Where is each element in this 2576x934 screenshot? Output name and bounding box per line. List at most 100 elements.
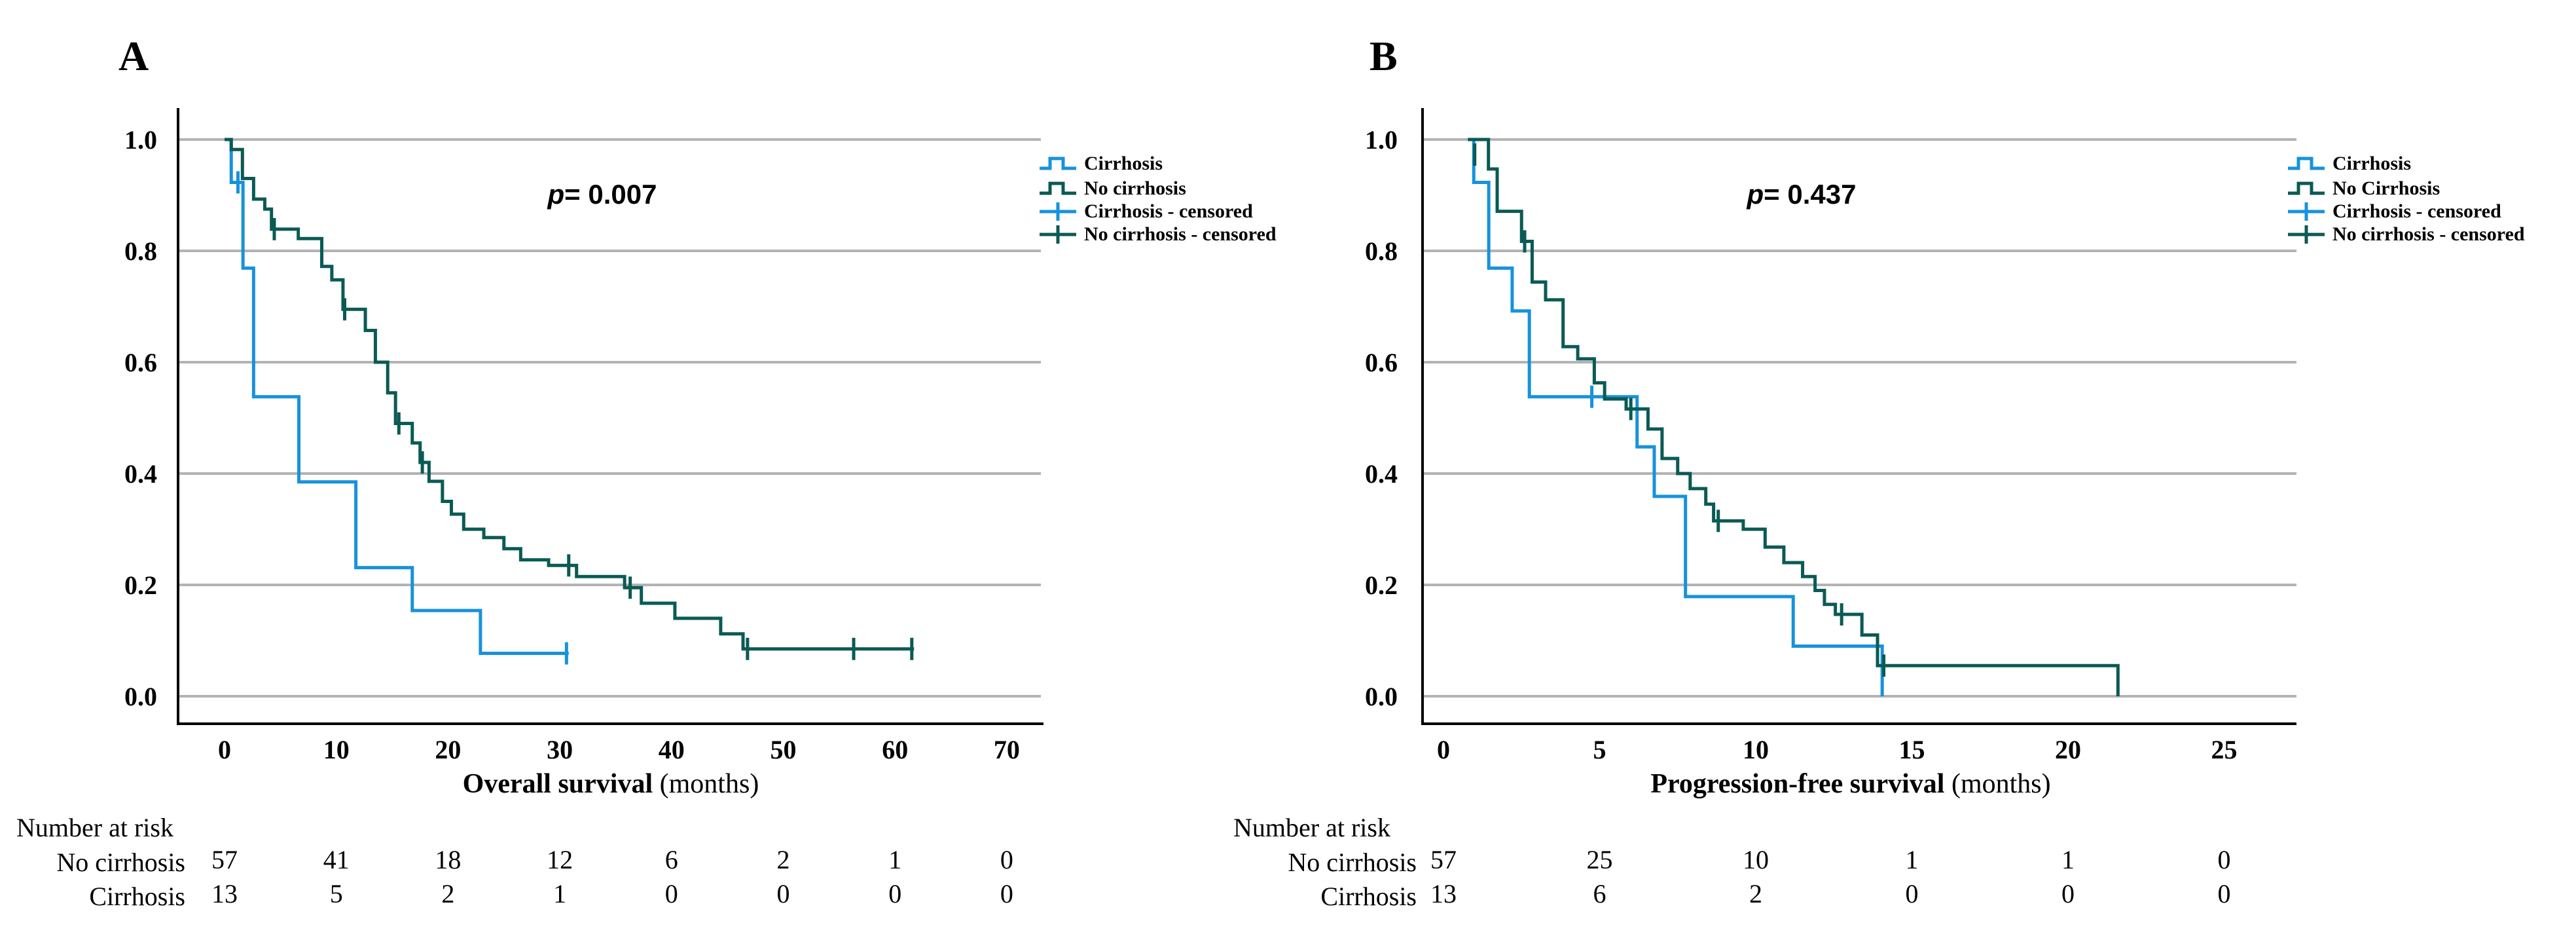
km-curve-cirrhosis-panel-b — [1469, 138, 1884, 696]
risk-count-panel-a: 5 — [330, 879, 343, 908]
y-tick-label-panel-a: 0.0 — [124, 682, 157, 711]
y-tick-label-panel-a: 0.2 — [124, 570, 157, 600]
risk-count-panel-b: 1 — [1906, 845, 1919, 874]
y-tick-label-panel-b: 0.4 — [1365, 459, 1398, 489]
y-tick-label-panel-a: 0.4 — [124, 459, 157, 489]
x-tick-label-panel-b: 20 — [2055, 735, 2081, 764]
x-tick-label-panel-a: 50 — [771, 735, 797, 764]
number-at-risk-header-panel-a: Number at risk — [16, 813, 173, 842]
legend-label: No cirrhosis - censored — [1084, 223, 1277, 245]
p-text: = 0.437 — [1764, 179, 1857, 210]
risk-count-panel-b: 0 — [2218, 845, 2231, 874]
risk-count-panel-a: 1 — [553, 879, 566, 908]
censored-plus-icon — [1040, 202, 1076, 221]
risk-count-panel-a: 0 — [1000, 845, 1013, 874]
x-tick-label-panel-a: 0 — [218, 735, 231, 764]
x-axis-title-unit: (months) — [1944, 769, 2051, 799]
panel-a-letter: A — [118, 33, 149, 79]
risk-count-panel-a: 12 — [547, 845, 573, 874]
censored-plus-icon — [1040, 225, 1076, 244]
x-tick-label-panel-a: 30 — [547, 735, 573, 764]
risk-count-panel-a: 41 — [323, 845, 350, 874]
p-symbol: p — [547, 179, 565, 210]
panel-b-letter: B — [1370, 33, 1398, 79]
y-tick-label-panel-b: 0.8 — [1365, 236, 1398, 266]
x-tick-label-panel-a: 20 — [435, 735, 461, 764]
p-text: = 0.007 — [564, 179, 657, 210]
number-at-risk-header-panel-b: Number at risk — [1233, 813, 1390, 842]
risk-count-panel-a: 0 — [888, 879, 901, 908]
legend-label: Cirrhosis - censored — [2332, 200, 2501, 222]
risk-row-label-cirrhosis: Cirrhosis — [89, 882, 185, 911]
y-tick-label-panel-a: 0.8 — [124, 236, 157, 266]
risk-count-panel-b: 10 — [1743, 845, 1769, 874]
p-value-panel-a: p= 0.007 — [517, 181, 687, 208]
x-tick-label-panel-b: 10 — [1743, 735, 1769, 764]
x-tick-label-panel-a: 40 — [659, 735, 685, 764]
y-tick-label-panel-a: 0.6 — [124, 348, 157, 377]
risk-count-panel-a: 2 — [441, 879, 454, 908]
legend-item-no-cirrhosis: No Cirrhosis — [2287, 178, 2440, 199]
risk-row-label-no-cirrhosis: No cirrhosis — [56, 848, 185, 877]
risk-count-panel-a: 2 — [777, 845, 790, 874]
legend-label: No cirrhosis - censored — [2332, 223, 2525, 245]
y-tick-label-panel-a: 1.0 — [124, 125, 157, 155]
legend-label: Cirrhosis - censored — [1084, 200, 1253, 222]
censored-plus-icon — [2288, 202, 2325, 221]
x-axis-title-bold: Overall survival — [462, 769, 653, 799]
legend-item-cirrhosis: Cirrhosis — [1038, 153, 1163, 174]
y-tick-label-panel-b: 0.2 — [1365, 570, 1398, 600]
risk-count-panel-b: 1 — [2061, 845, 2075, 874]
risk-count-panel-a: 0 — [777, 879, 790, 908]
legend-item-cirrhosis-censored: Cirrhosis - censored — [2287, 201, 2501, 222]
risk-count-panel-a: 57 — [211, 845, 238, 874]
risk-count-panel-b: 0 — [2061, 879, 2075, 908]
risk-count-panel-a: 13 — [211, 879, 238, 908]
censored-plus-icon — [2288, 225, 2325, 244]
legend-label: Cirrhosis — [1084, 153, 1163, 174]
legend-item-no-cirrhosis-censored: No cirrhosis - censored — [1038, 224, 1277, 245]
x-tick-label-panel-b: 25 — [2211, 735, 2238, 764]
risk-count-panel-b: 0 — [1906, 879, 1919, 908]
y-tick-label-panel-b: 0.0 — [1365, 682, 1398, 711]
km-curve-no_cirrhosis-panel-a — [225, 138, 915, 651]
step-line-icon — [1040, 181, 1076, 195]
legend-label: No cirrhosis — [1084, 177, 1186, 199]
x-axis-title-bold: Progression-free survival — [1650, 769, 1945, 799]
p-symbol: p — [1747, 179, 1764, 210]
risk-count-panel-a: 18 — [435, 845, 461, 874]
legend-label: Cirrhosis — [2332, 153, 2411, 174]
risk-count-panel-b: 57 — [1430, 845, 1457, 874]
x-tick-label-panel-b: 5 — [1593, 735, 1606, 764]
risk-row-label-no-cirrhosis: No cirrhosis — [1288, 848, 1417, 877]
legend-item-no-cirrhosis-censored: No cirrhosis - censored — [2287, 224, 2525, 245]
legend-label: No Cirrhosis — [2332, 177, 2440, 199]
risk-count-panel-a: 6 — [665, 845, 678, 874]
legend-item-no-cirrhosis: No cirrhosis — [1038, 178, 1186, 199]
km-curve-no_cirrhosis-panel-b — [1468, 138, 2120, 696]
step-line-icon — [1040, 157, 1076, 170]
x-tick-label-panel-b: 15 — [1899, 735, 1925, 764]
risk-count-panel-b: 25 — [1587, 845, 1613, 874]
x-tick-label-panel-a: 70 — [994, 735, 1020, 764]
p-value-panel-b: p= 0.437 — [1716, 181, 1887, 208]
x-tick-label-panel-a: 10 — [323, 735, 350, 764]
x-axis-title-panel-a: Overall survival (months) — [178, 770, 1043, 798]
legend-item-cirrhosis: Cirrhosis — [2287, 153, 2411, 174]
y-tick-label-panel-b: 1.0 — [1365, 125, 1398, 155]
step-line-icon — [2288, 181, 2325, 195]
risk-count-panel-a: 1 — [888, 845, 901, 874]
risk-count-panel-b: 6 — [1593, 879, 1606, 908]
step-line-icon — [2288, 157, 2325, 170]
x-axis-title-panel-b: Progression-free survival (months) — [1423, 770, 2279, 798]
y-tick-label-panel-b: 0.6 — [1365, 348, 1398, 377]
risk-count-panel-a: 0 — [665, 879, 678, 908]
risk-count-panel-b: 13 — [1430, 879, 1457, 908]
risk-row-label-cirrhosis: Cirrhosis — [1320, 882, 1417, 911]
x-axis-title-unit: (months) — [653, 769, 759, 799]
x-tick-label-panel-b: 0 — [1437, 735, 1450, 764]
risk-count-panel-b: 2 — [1749, 879, 1762, 908]
risk-count-panel-a: 0 — [1000, 879, 1013, 908]
